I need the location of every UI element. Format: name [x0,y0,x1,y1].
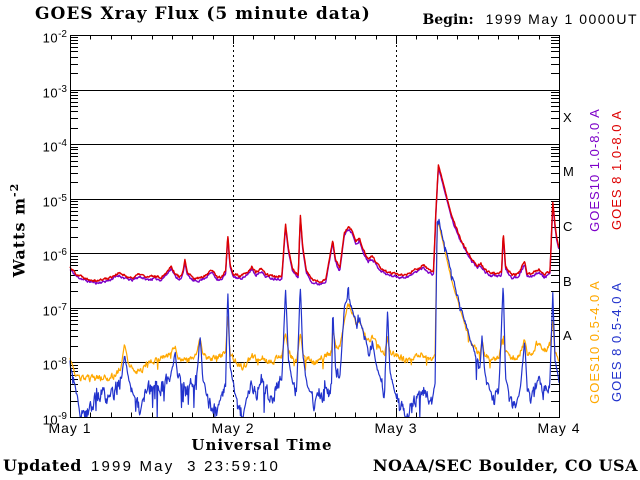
x-tick-label: May 1 [48,420,92,436]
updated-label: Updated [3,456,82,475]
x-axis-title: Universal Time [191,436,333,454]
legend-goes10-long: GOES10 1.0-8.0 A [587,108,602,232]
flux-class-B: B [563,273,572,289]
y-minor-ticks [70,37,559,402]
y-tick-label: 10-7 [42,301,67,319]
x-ticks [70,35,560,417]
x-tick-label: May 3 [374,420,418,436]
y-tick-label: 10-9 [42,411,67,428]
day-gridlines [233,35,397,417]
y-tick-label: 10-5 [42,192,67,210]
y-tick-label: 10-8 [42,356,67,373]
series-line-goes10_short [69,221,560,383]
series-lines [69,164,560,418]
y-tick-label: 10-4 [42,138,67,155]
credit-text: NOAA/SEC Boulder, CO USA [372,456,638,475]
series-line-goes8_short [69,218,560,418]
begin-value: 1999 May 1 0000UT [485,11,638,27]
x-tick-label: May 2 [211,420,255,436]
flux-class-X: X [563,109,572,125]
flux-class-C: C [563,219,573,234]
updated-row: Updated 1999 May 3 23:59:10 [3,456,280,475]
legend-goes8-long: GOES 8 1.0-8.0 A [609,109,624,231]
updated-value: 1999 May 3 23:59:10 [90,458,281,475]
x-tick-label: May 4 [537,420,581,436]
decade-gridlines [70,90,559,363]
flux-class-M: M [563,164,574,180]
legend-goes8-short: GOES 8 0.5-4.0 A [609,281,624,403]
series-line-goes10_long [69,166,560,286]
y-tick-label: 10-2 [42,29,67,46]
y-tick-label: 10-3 [42,83,67,100]
legend-goes10-short: GOES10 0.5-4.0 A [587,280,602,404]
page-title: GOES Xray Flux (5 minute data) [35,4,371,24]
begin-time-row: Begin: 1999 May 1 0000UT [422,11,638,28]
plot-frame [70,35,560,418]
series-line-goes8_long [69,164,560,284]
flux-class-A: A [563,328,572,344]
y-tick-label: 10-6 [42,247,67,264]
begin-label: Begin: [422,12,474,28]
